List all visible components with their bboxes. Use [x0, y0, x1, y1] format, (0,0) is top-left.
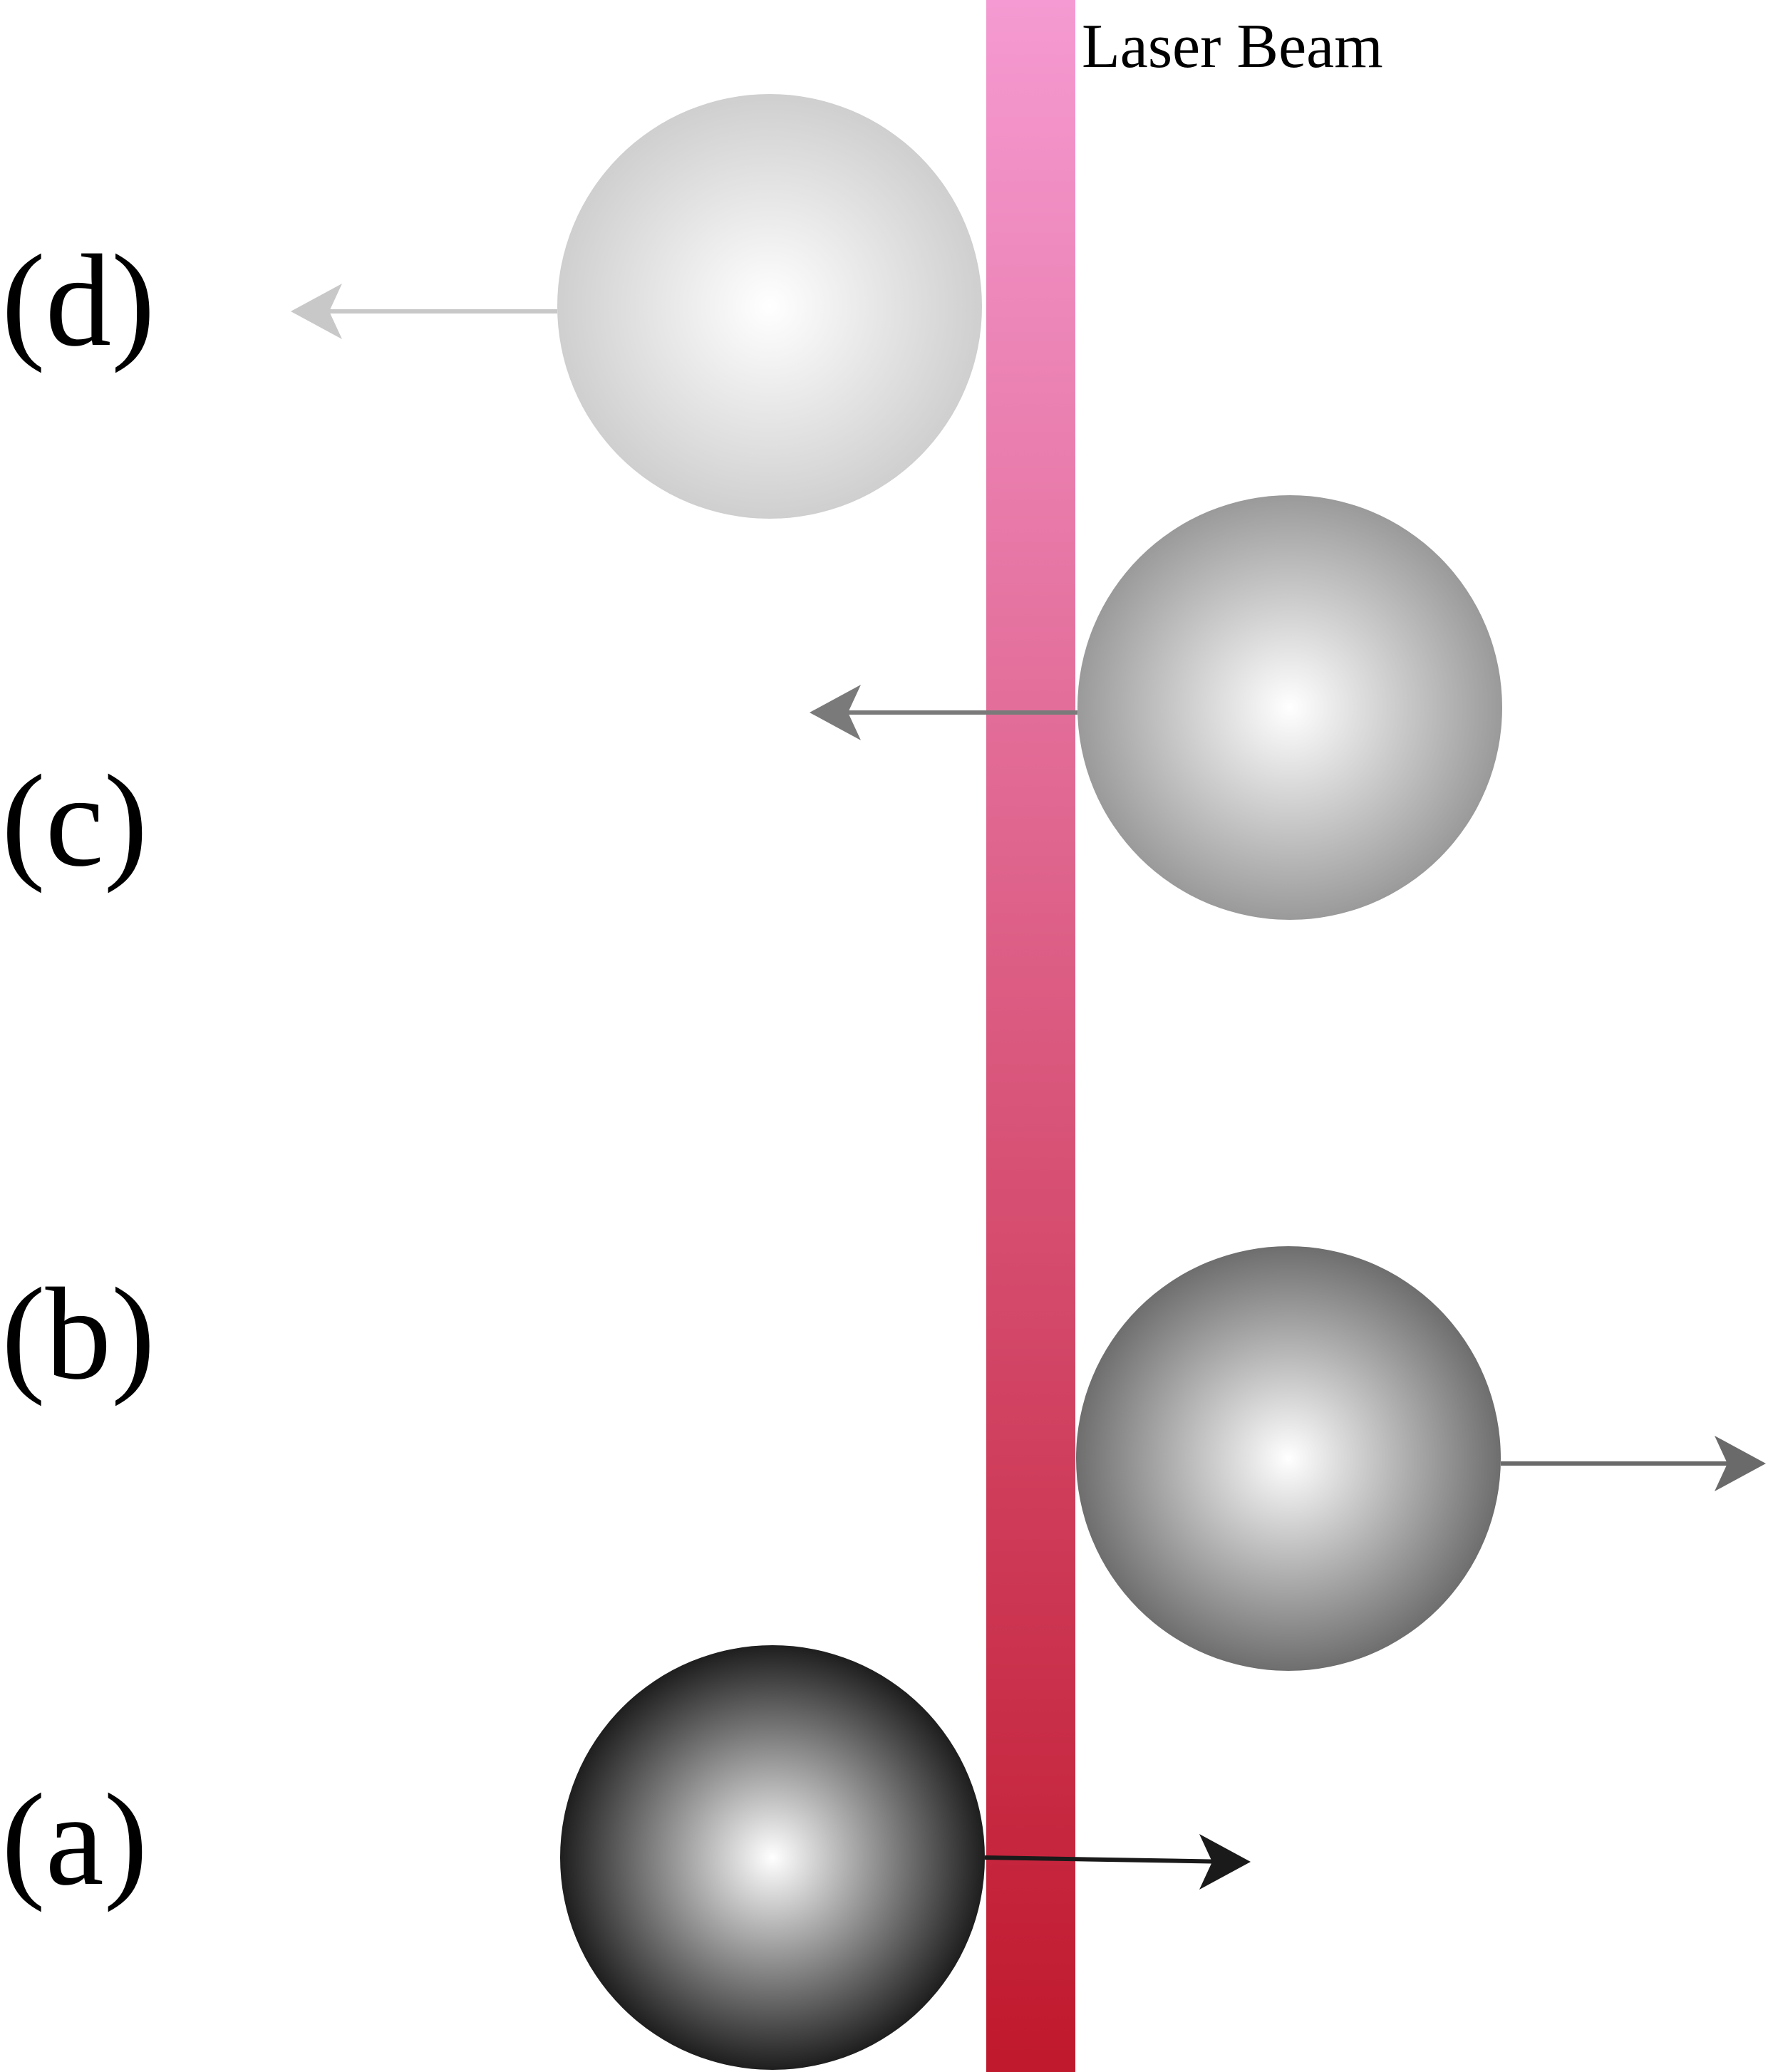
step-b-group	[1076, 1246, 1766, 1671]
step-label-c: (c)	[1, 748, 148, 894]
arrow-d-head-icon	[291, 284, 342, 339]
arrow-a-shaft	[984, 1855, 1232, 1864]
sphere-d	[557, 94, 982, 519]
step-a-group	[560, 1645, 1251, 2070]
arrow-c-head-icon	[810, 685, 861, 740]
laser-beam	[986, 0, 1075, 2072]
step-label-a: (a)	[1, 1767, 148, 1913]
sphere-c	[1077, 495, 1502, 920]
sphere-b	[1076, 1246, 1501, 1671]
sphere-a	[560, 1645, 985, 2070]
step-c-group	[810, 495, 1502, 920]
step-d-group	[291, 94, 982, 519]
arrow-b-head-icon	[1715, 1436, 1766, 1491]
laser-beam-label: Laser Beam	[1082, 12, 1383, 81]
step-label-d: (d)	[1, 228, 155, 374]
arrow-a-head-icon	[1199, 1834, 1251, 1890]
step-label-b: (b)	[1, 1261, 155, 1407]
